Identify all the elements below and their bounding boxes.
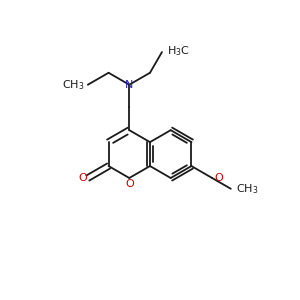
Text: CH$_3$: CH$_3$ (236, 182, 259, 196)
Text: O: O (78, 173, 87, 183)
Text: N: N (125, 80, 134, 90)
Text: H$_3$C: H$_3$C (167, 44, 190, 58)
Text: CH$_3$: CH$_3$ (62, 78, 85, 92)
Text: O: O (125, 179, 134, 189)
Text: O: O (214, 173, 223, 183)
